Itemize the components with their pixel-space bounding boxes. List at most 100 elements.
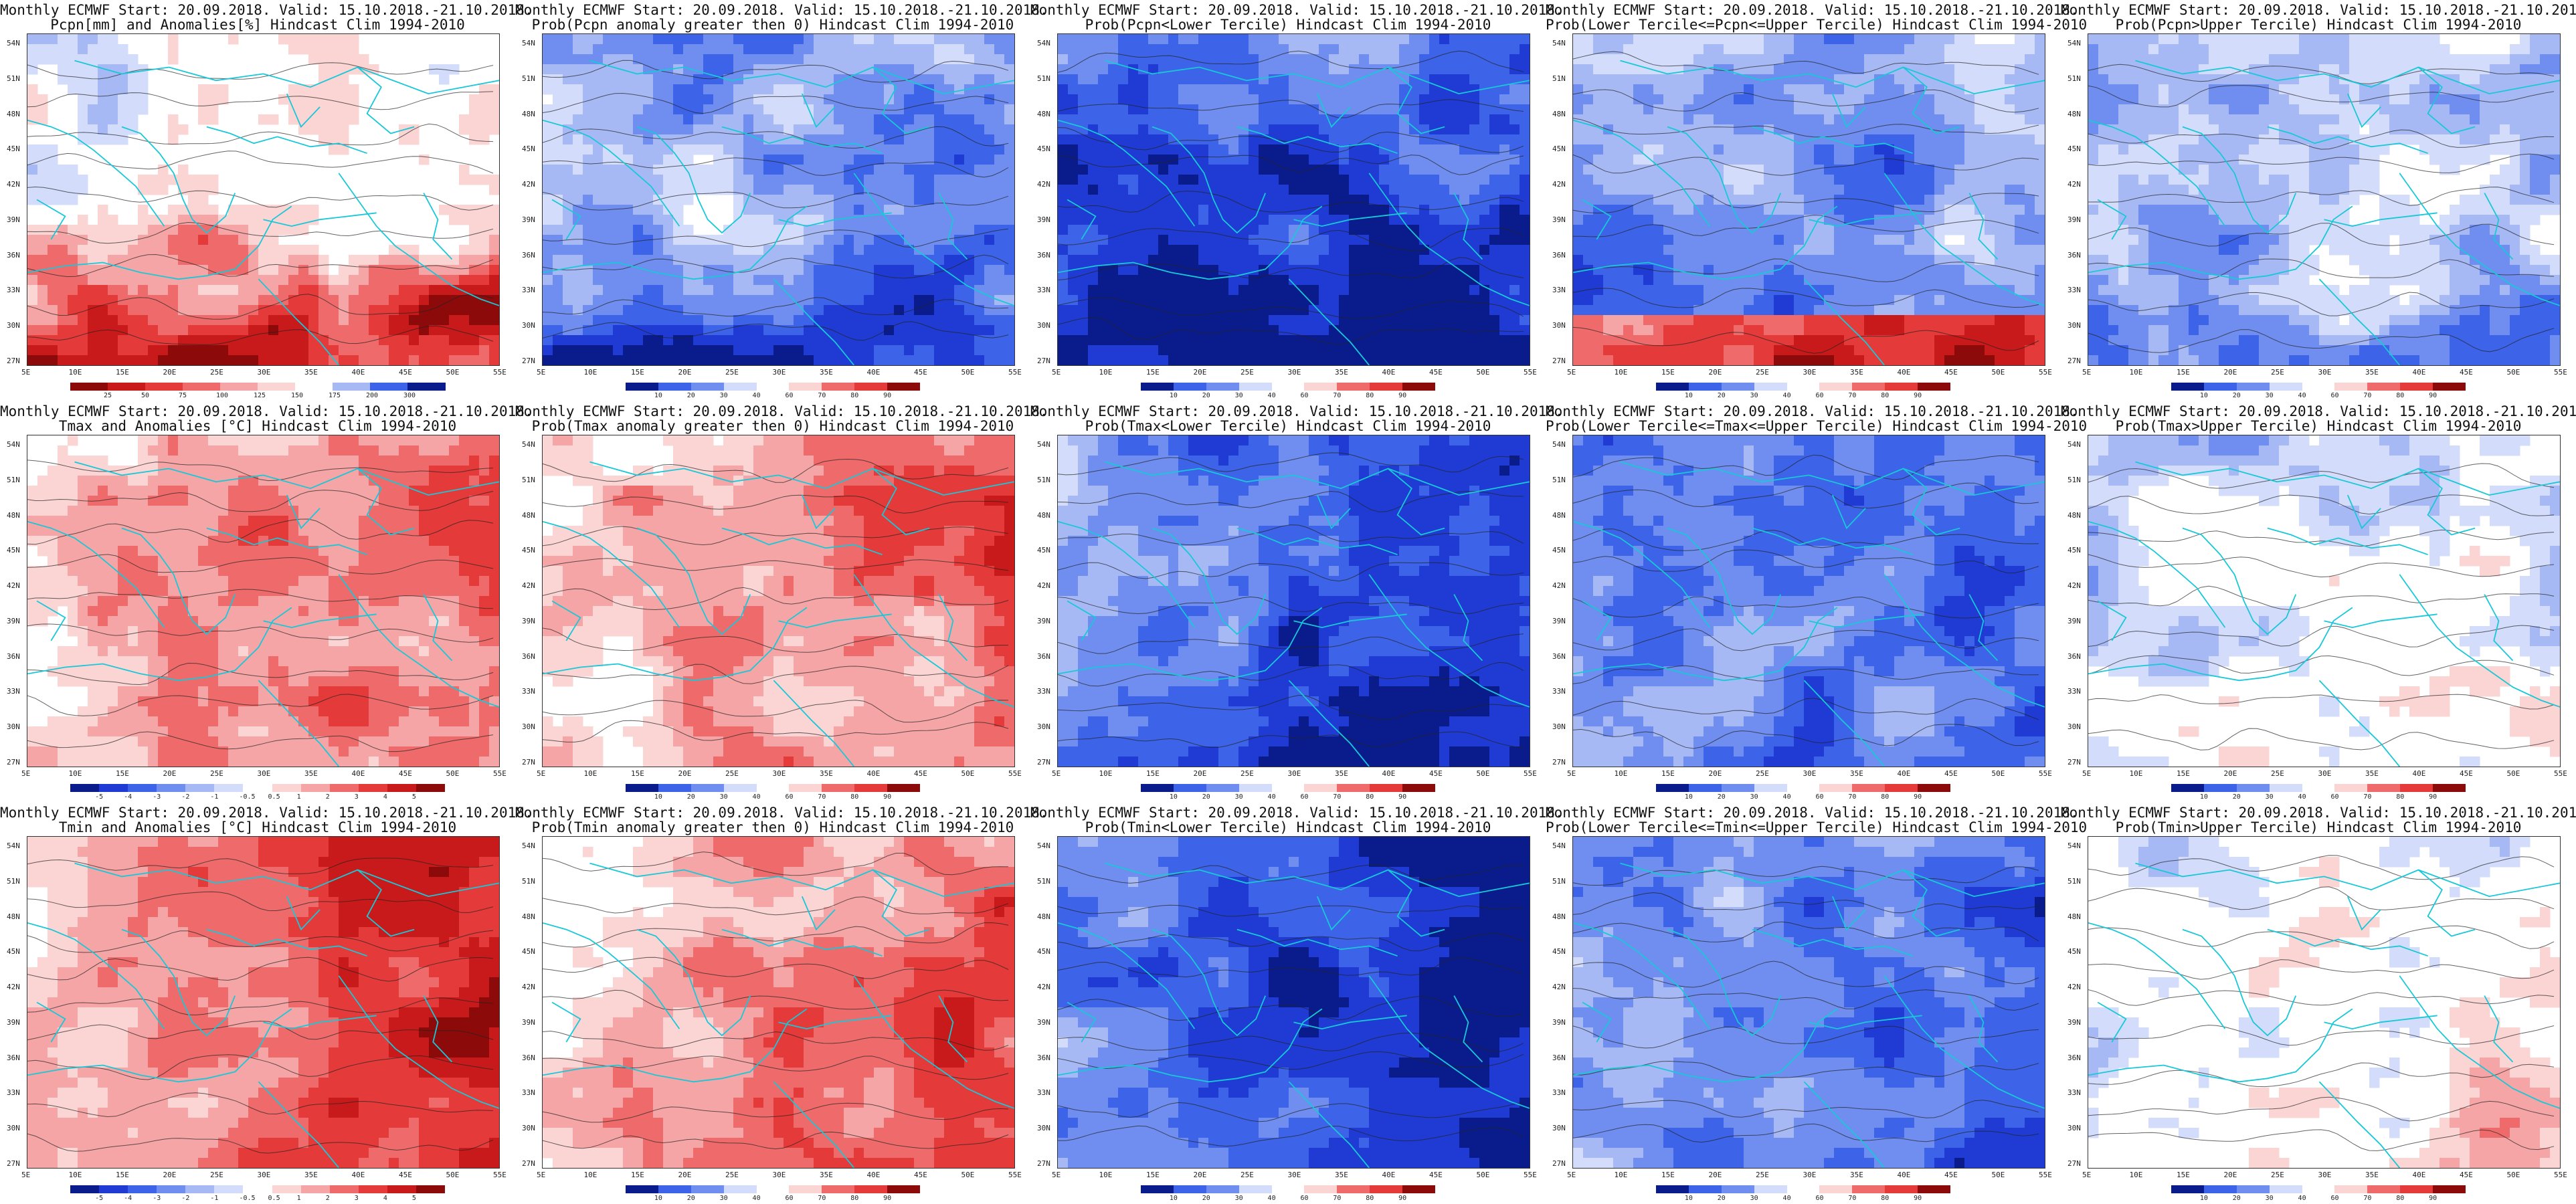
panel-title-line1: Monthly ECMWF Start: 20.09.2018. Valid: … xyxy=(2061,805,2576,820)
colorbar-segment xyxy=(295,383,333,391)
colorbar-segment xyxy=(822,383,855,391)
coastline xyxy=(551,1001,581,1043)
longitude-label: 30E xyxy=(1288,769,1301,778)
longitude-label: 40E xyxy=(352,1171,365,1179)
coastline xyxy=(338,173,499,306)
coastline xyxy=(121,928,236,1037)
longitude-label: 50E xyxy=(1477,769,1490,778)
colorbar-tick-label: 60 xyxy=(2330,1195,2338,1202)
longitude-label: 50E xyxy=(1477,1171,1490,1179)
isoline xyxy=(1573,51,2039,75)
coastline xyxy=(286,896,320,931)
colorbar-tick-label: 60 xyxy=(785,793,793,801)
longitude-label: 5E xyxy=(1052,769,1061,778)
map-panel: Monthly ECMWF Start: 20.09.2018. Valid: … xyxy=(1030,401,1564,803)
colorbar-tick-label: 10 xyxy=(1685,1195,1693,1202)
colorbar-tick-label: 20 xyxy=(687,392,695,399)
colorbar-tick-label: 60 xyxy=(1815,793,1823,801)
colorbar-segment xyxy=(214,1185,244,1193)
field-raster xyxy=(27,435,499,767)
latitude-label: 42N xyxy=(2067,581,2081,590)
colorbar xyxy=(2171,1185,2466,1193)
colorbar-segment xyxy=(128,784,157,792)
panel-title-line1: Monthly ECMWF Start: 20.09.2018. Valid: … xyxy=(515,404,1048,419)
colorbar-tick-label: 150 xyxy=(291,392,303,399)
colorbar-segment xyxy=(370,383,408,391)
coastline xyxy=(2318,680,2400,767)
longitude-label: 30E xyxy=(1803,1171,1817,1179)
field-raster xyxy=(543,435,1014,767)
coastline xyxy=(721,126,883,155)
colorbar-tick-label: 10 xyxy=(2200,1195,2208,1202)
longitude-label: 20E xyxy=(1709,368,1722,377)
colorbar-tick-label: 40 xyxy=(753,1195,761,1202)
longitude-label: 5E xyxy=(537,769,545,778)
map-panel: Monthly ECMWF Start: 20.09.2018. Valid: … xyxy=(0,401,533,803)
latitude-label: 30N xyxy=(522,1124,535,1132)
longitude-label: 25E xyxy=(725,769,739,778)
colorbar-segment xyxy=(333,383,371,391)
latitude-label: 42N xyxy=(1037,983,1050,991)
latitude-label: 42N xyxy=(1037,581,1050,590)
isoline xyxy=(2088,85,2555,108)
latitude-label: 39N xyxy=(7,1018,20,1027)
latitude-label: 42N xyxy=(2067,983,2081,991)
longitude-label: 10E xyxy=(2130,368,2143,377)
longitude-label: 5E xyxy=(1052,368,1061,377)
isoline xyxy=(2088,129,2555,150)
colorbar-tick-label: 40 xyxy=(2298,793,2306,801)
colorbar-segment xyxy=(1688,784,1722,792)
coastline xyxy=(1288,1081,1370,1168)
isoline xyxy=(1573,549,2039,574)
longitude-label: 50E xyxy=(1992,769,2005,778)
longitude-label: 40E xyxy=(1898,368,1911,377)
isoline xyxy=(543,92,1009,114)
longitude-label: 45E xyxy=(2460,769,2473,778)
colorbar-tick-label: 20 xyxy=(687,1195,695,1202)
panel-title-line2: Pcpn[mm] and Anomalies[%] Hindcast Clim … xyxy=(0,17,515,32)
colorbar-tick-label: 60 xyxy=(1815,392,1823,399)
coastline xyxy=(1058,520,1196,628)
coastline xyxy=(778,1015,892,1030)
colorbar-segment xyxy=(691,784,725,792)
colorbar-segment xyxy=(1141,784,1174,792)
latitude-label: 27N xyxy=(7,758,20,767)
latitude-label: 30N xyxy=(7,1124,20,1132)
isoline xyxy=(2088,728,2555,750)
latitude-label: 27N xyxy=(1552,357,1566,365)
coastline xyxy=(773,1081,854,1168)
field-raster xyxy=(1573,837,2045,1168)
latitude-label: 30N xyxy=(1037,1124,1050,1132)
map-panel: Monthly ECMWF Start: 20.09.2018. Valid: … xyxy=(515,401,1048,803)
colorbar-tick-label: 4 xyxy=(383,793,387,801)
latitude-label: 33N xyxy=(7,1088,20,1097)
coastline xyxy=(589,862,1014,898)
latitude-label: 51N xyxy=(2067,74,2081,83)
colorbar-tick-label: 60 xyxy=(2330,793,2338,801)
colorbar-segment xyxy=(214,784,244,792)
latitude-label: 48N xyxy=(7,912,20,921)
coastline xyxy=(1236,527,1398,556)
colorbar-tick-label: 90 xyxy=(2429,1195,2437,1202)
isoline xyxy=(543,297,1009,317)
latitude-label: 48N xyxy=(2067,110,2081,118)
latitude-label: 54N xyxy=(2067,39,2081,47)
latitude-label: 36N xyxy=(522,1054,535,1062)
longitude-label: 10E xyxy=(69,769,82,778)
coastline xyxy=(2267,928,2428,957)
coastline xyxy=(2135,862,2560,898)
isoline xyxy=(543,664,1009,684)
latitude-label: 33N xyxy=(2067,687,2081,696)
longitude-label: 20E xyxy=(163,769,177,778)
colorbar-segment xyxy=(407,383,446,391)
coastline xyxy=(74,862,499,898)
coastline xyxy=(1831,896,1866,931)
longitude-label: 10E xyxy=(584,368,597,377)
colorbar-segment xyxy=(723,383,757,391)
colorbar-segment xyxy=(128,1185,157,1193)
map-area xyxy=(1572,33,2045,366)
coastline xyxy=(2347,494,2381,530)
map-panel: Monthly ECMWF Start: 20.09.2018. Valid: … xyxy=(1030,0,1564,401)
coastline xyxy=(1809,1015,1922,1030)
colorbar-segment xyxy=(1754,784,1788,792)
